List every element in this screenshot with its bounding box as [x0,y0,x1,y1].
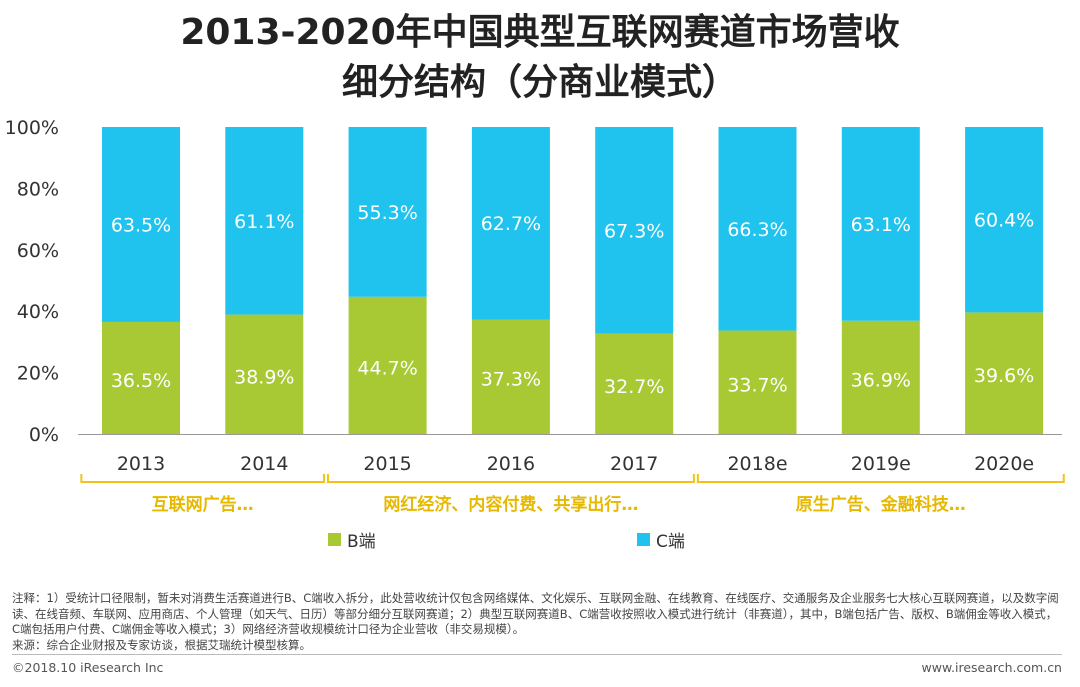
data-label-b: 33.7% [727,374,787,396]
data-label-c: 62.7% [481,213,541,235]
data-label-b: 44.7% [357,357,417,379]
annotation-label: 网红经济、内容付费、共享出行… [383,494,638,515]
x-tick-label: 2020e [974,453,1034,475]
data-label-c: 61.1% [234,211,294,233]
footnote-remarks: 注释：1）受统计口径限制，暂未对消费生活赛道进行B、C端收入拆分，此处营收统计仅… [12,591,1059,636]
x-tick-label: 2019e [851,453,911,475]
legend-label-b: B端 [347,531,376,552]
x-tick-label: 2016 [487,453,535,475]
footnotes: 注释：1）受统计口径限制，暂未对消费生活赛道进行B、C端收入拆分，此处营收统计仅… [12,591,1062,653]
footer-divider [12,654,1062,655]
data-label-c: 63.1% [851,214,911,236]
bar-c [225,127,304,315]
bar-b [965,312,1044,434]
chart-title-line-1: 2013-2020年中国典型互联网赛道市场营收 [180,12,900,53]
bar-b [841,320,920,434]
x-tick-label: 2018e [727,453,787,475]
bar-c [718,127,797,331]
y-tick-label: 80% [17,178,59,200]
bar-b [595,333,674,434]
x-tick-label: 2013 [117,453,165,475]
copyright: ©2018.10 iResearch Inc [12,660,164,675]
y-tick-label: 60% [17,240,59,262]
bar-b [225,314,304,434]
annotation-bracket [696,474,1065,483]
y-tick-label: 0% [29,424,59,446]
bar-c [348,127,427,297]
y-tick-label: 40% [17,301,59,323]
x-tick-label: 2015 [363,453,411,475]
data-label-b: 36.9% [851,369,911,391]
chart-title-line-2: 细分结构（分商业模式） [341,62,738,103]
annotation-bracket [80,474,325,483]
data-label-c: 66.3% [727,219,787,241]
x-tick-label: 2017 [610,453,658,475]
legend-item-b: B端 [328,528,376,552]
annotation-label: 原生广告、金融科技… [796,494,966,515]
data-label-c: 63.5% [111,214,171,236]
data-label-b: 39.6% [974,365,1034,387]
legend-item-c: C端 [637,528,685,552]
legend-label-c: C端 [656,531,685,552]
bar-c [841,127,920,321]
bar-b [471,319,550,434]
data-label-c: 67.3% [604,220,664,242]
data-label-b: 38.9% [234,366,294,388]
bar-c [102,127,180,322]
footnote-source: 来源：综合企业财报及专家访谈，根据艾瑞统计模型核算。 [12,637,311,652]
legend-swatch-b [328,532,341,546]
y-tick-label: 20% [17,363,59,385]
annotation-bracket [326,474,695,483]
data-label-b: 36.5% [111,370,171,392]
bar-b [348,296,427,434]
data-label-b: 32.7% [604,376,664,398]
bar-c [965,127,1044,313]
bar-c [595,127,674,334]
bar-b [102,321,180,434]
data-label-c: 55.3% [357,202,417,224]
y-tick-label: 100% [5,117,59,139]
data-label-c: 60.4% [974,210,1034,232]
x-tick-label: 2014 [240,453,288,475]
website-link[interactable]: www.iresearch.com.cn [921,660,1063,675]
bar-c [471,127,550,320]
legend-swatch-c [637,532,650,546]
bar-b [718,330,797,434]
annotation-label: 互联网广告… [152,494,254,515]
data-label-b: 37.3% [481,369,541,391]
